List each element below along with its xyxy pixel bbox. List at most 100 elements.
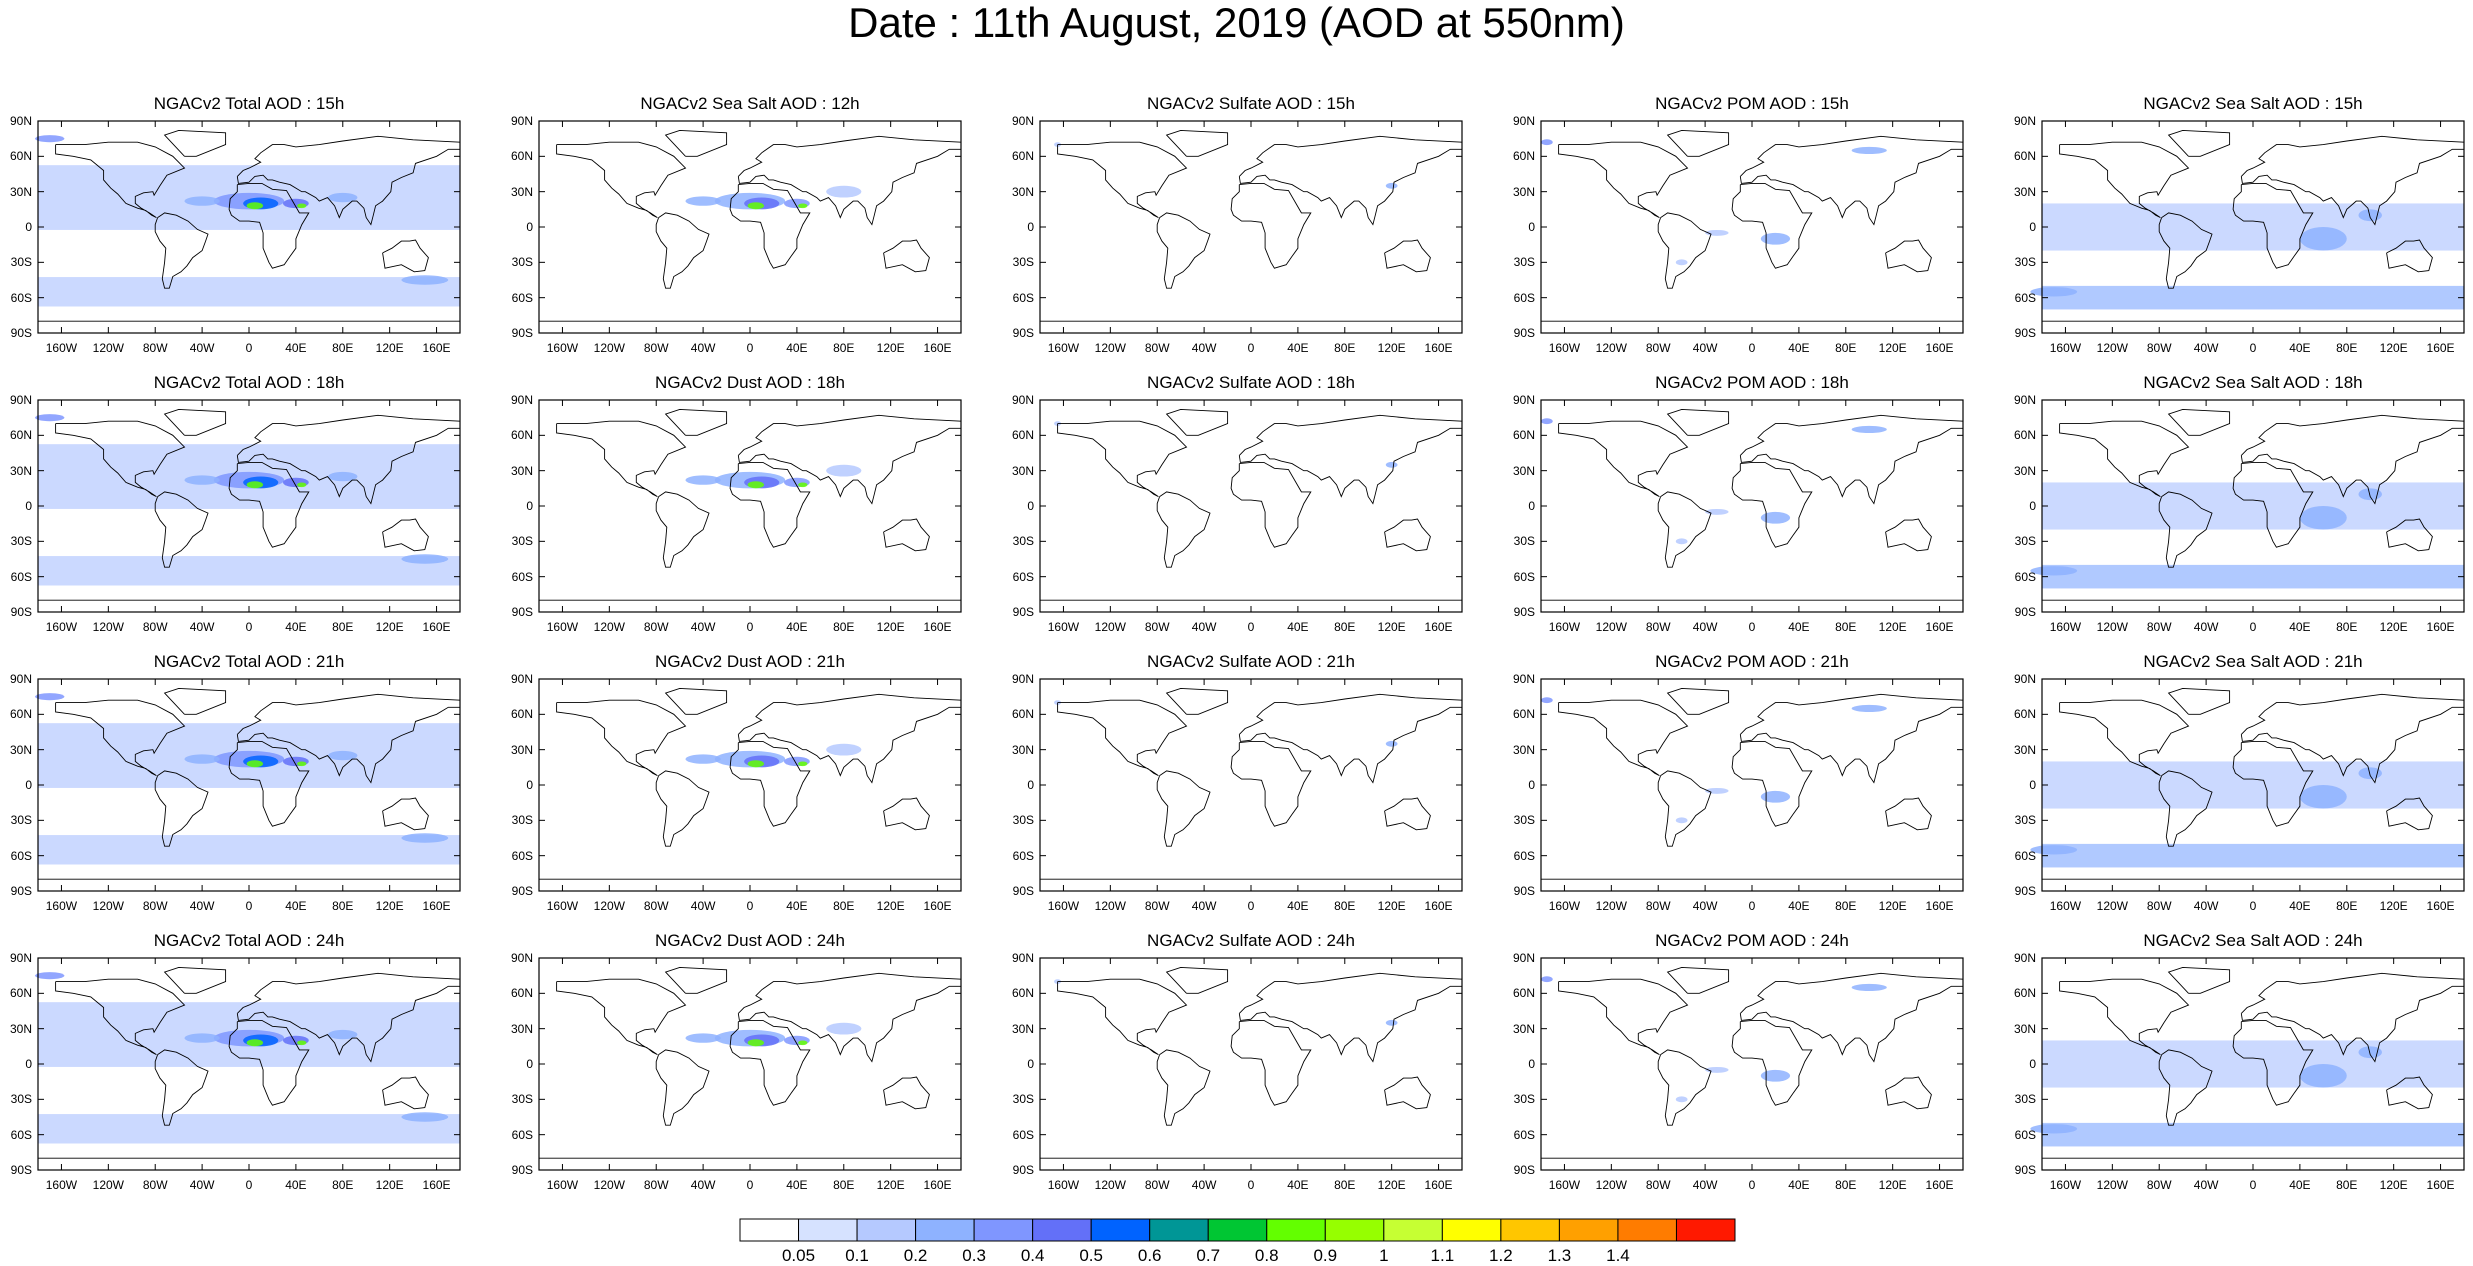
y-tick-label: 30S — [1012, 255, 1034, 270]
x-tick-label: 120W — [2096, 620, 2128, 634]
y-tick-label: 0 — [2029, 778, 2036, 792]
coastline — [1156, 770, 1211, 847]
colorbar-swatch — [1675, 1218, 1736, 1242]
x-tick-label: 160E — [923, 341, 952, 355]
x-tick-label: 160E — [1925, 341, 1954, 355]
aod-field-patch — [1675, 259, 1688, 266]
aod-field-patch — [798, 203, 808, 209]
x-tick-label: 80W — [2146, 1178, 2172, 1192]
x-tick-label: 120E — [375, 620, 404, 634]
map-background — [539, 958, 961, 1170]
aod-field-patch — [685, 1033, 721, 1043]
coastline — [2059, 141, 2190, 219]
coastline — [2158, 491, 2213, 568]
y-tick-label: 30N — [9, 1021, 32, 1036]
aod-field-patch — [1385, 1019, 1398, 1026]
map-plot — [2030, 957, 2465, 1171]
y-tick-label: 90S — [1513, 605, 1535, 619]
x-tick-label: 120E — [2379, 620, 2408, 634]
coastline — [1238, 972, 1463, 1063]
x-tick-label: 120E — [1878, 899, 1907, 913]
coastline — [2386, 797, 2433, 831]
panel-title: NGACv2 POM AOD : 18h — [1655, 373, 1849, 392]
coastline — [163, 687, 227, 715]
y-tick-label: 30N — [1011, 463, 1034, 478]
y-tick-label: 60N — [1512, 986, 1535, 1001]
aod-field-patch — [1054, 421, 1062, 426]
panel-title: NGACv2 Total AOD : 21h — [153, 652, 345, 671]
coastline — [2240, 135, 2465, 226]
y-tick-label: 30N — [9, 742, 32, 757]
x-tick-label: 160E — [422, 620, 451, 634]
coastline — [55, 420, 186, 498]
aod-field-patch — [35, 414, 65, 422]
y-tick-label: 60N — [9, 707, 32, 722]
y-tick-label: 30S — [10, 255, 32, 270]
y-tick-label: 0 — [1528, 220, 1535, 234]
x-tick-label: 40E — [285, 341, 307, 355]
aod-field-patch — [1541, 976, 1553, 983]
colorbar-tick-label: 0.5 — [1079, 1246, 1103, 1265]
colorbar-swatch — [798, 1218, 858, 1242]
x-tick-label: 160W — [1548, 1178, 1581, 1192]
x-tick-label: 0 — [245, 341, 253, 355]
coastline — [1384, 518, 1431, 552]
coastline — [1666, 408, 1730, 436]
colorbar-swatch — [915, 1218, 975, 1242]
colorbar-swatch — [1617, 1218, 1677, 1242]
aod-field-patch — [1760, 790, 1791, 803]
coastline — [1238, 135, 1463, 226]
panel-title: NGACv2 Sulfate AOD : 21h — [1147, 652, 1355, 671]
panel-title: NGACv2 Total AOD : 15h — [153, 94, 345, 113]
y-tick-label: 60S — [1012, 569, 1034, 584]
y-tick-label: 90N — [1512, 393, 1535, 407]
colorbar-swatch — [973, 1218, 1034, 1242]
coastline — [2158, 770, 2213, 847]
coastline — [1731, 461, 1813, 548]
x-tick-label: 160W — [2049, 620, 2082, 634]
coastline — [556, 141, 687, 219]
y-tick-label: 60S — [1513, 290, 1535, 305]
coastline — [154, 1049, 209, 1126]
aod-field-patch — [1541, 697, 1553, 704]
x-tick-label: 160E — [1424, 1178, 1453, 1192]
x-tick-label: 80E — [1835, 620, 1857, 634]
map-plot — [35, 120, 461, 334]
x-tick-label: 120E — [1878, 341, 1907, 355]
y-tick-label: 60N — [9, 149, 32, 164]
colorbar-swatch — [856, 1218, 917, 1242]
coastline — [1384, 1076, 1431, 1110]
y-tick-label: 30S — [1513, 1092, 1535, 1107]
colorbar-swatch — [1090, 1218, 1151, 1242]
x-tick-label: 120W — [1595, 1178, 1627, 1192]
x-tick-label: 160W — [45, 1178, 78, 1192]
y-tick-label: 30S — [1012, 1092, 1034, 1107]
coastline — [1057, 141, 1188, 219]
y-tick-label: 60S — [1513, 848, 1535, 863]
aod-field-patch — [401, 1112, 449, 1122]
aod-field-patch — [401, 275, 449, 285]
aod-field-patch — [826, 743, 862, 756]
x-tick-label: 160E — [422, 899, 451, 913]
coastline — [2158, 1049, 2213, 1126]
coastline — [1057, 420, 1188, 498]
y-tick-label: 30N — [2013, 742, 2036, 757]
y-tick-label: 90N — [1011, 393, 1034, 407]
x-tick-label: 40E — [1788, 620, 1810, 634]
y-tick-label: 30S — [2014, 255, 2036, 270]
coastline — [1731, 182, 1813, 269]
coastline — [883, 1076, 930, 1110]
x-tick-label: 160W — [2049, 1178, 2082, 1192]
x-tick-label: 0 — [746, 1178, 754, 1192]
x-tick-label: 120W — [1595, 341, 1627, 355]
coastline — [154, 212, 209, 289]
x-tick-label: 80W — [142, 899, 168, 913]
aod-field-patch — [826, 1022, 862, 1035]
y-tick-label: 60N — [510, 707, 533, 722]
x-tick-label: 40E — [285, 620, 307, 634]
x-tick-label: 40E — [786, 899, 808, 913]
aod-field-patch — [798, 1040, 808, 1046]
map-background — [1541, 121, 1963, 333]
aod-field-band — [2042, 1122, 2464, 1147]
x-tick-label: 40W — [1191, 620, 1217, 634]
